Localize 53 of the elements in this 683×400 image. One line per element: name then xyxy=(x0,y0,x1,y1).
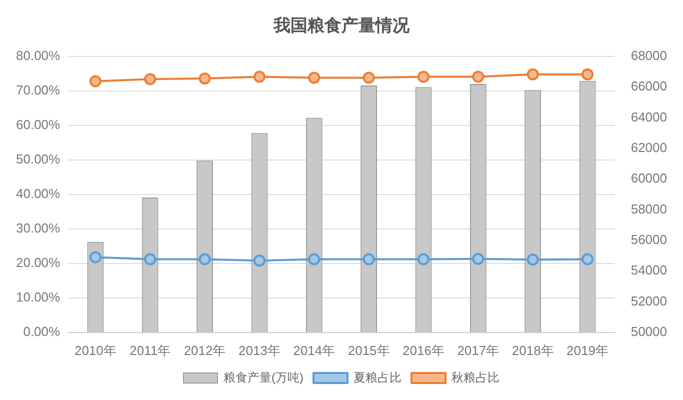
x-tick-label: 2013年 xyxy=(238,342,280,358)
point xyxy=(582,68,594,80)
legend-label: 粮食产量(万吨) xyxy=(224,370,304,384)
x-tick-label: 2018年 xyxy=(512,342,554,358)
point xyxy=(582,253,594,266)
point xyxy=(89,251,102,264)
point xyxy=(472,70,484,83)
point xyxy=(144,73,156,86)
y2-tick-label: 54000 xyxy=(630,262,668,278)
x-tick-label: 2010年 xyxy=(74,342,116,358)
y-tick-label: 10.00% xyxy=(16,289,61,304)
y2-tick-label: 68000 xyxy=(630,48,668,63)
point xyxy=(417,70,430,83)
point xyxy=(362,253,375,266)
point xyxy=(308,72,320,84)
y2-tick-label: 50000 xyxy=(630,324,668,339)
legend-label: 夏粮占比 xyxy=(353,370,402,384)
y-tick-label: 0.00% xyxy=(23,324,61,339)
point xyxy=(253,254,266,267)
y2-tick-label: 52000 xyxy=(630,293,668,308)
y-tick-label: 60.00% xyxy=(16,116,61,132)
y2-tick-label: 56000 xyxy=(630,232,668,247)
point xyxy=(472,252,484,265)
y2-tick-label: 66000 xyxy=(630,78,668,94)
point xyxy=(526,68,539,80)
y-tick-label: 30.00% xyxy=(16,220,61,236)
x-tick-label: 2012年 xyxy=(184,342,226,358)
point xyxy=(198,253,211,266)
y2-tick-label: 64000 xyxy=(630,109,668,124)
point xyxy=(526,254,539,266)
x-tick-label: 2016年 xyxy=(402,342,444,358)
y2-tick-label: 60000 xyxy=(630,170,668,186)
y-tick-label: 70.00% xyxy=(16,82,61,98)
point xyxy=(89,75,102,88)
y-tick-label: 20.00% xyxy=(16,254,61,270)
point xyxy=(362,72,375,84)
x-tick-label: 2019年 xyxy=(566,342,608,358)
legend-label: 秋粮占比 xyxy=(451,370,500,384)
y-tick-label: 80.00% xyxy=(16,48,61,63)
y2-tick-label: 62000 xyxy=(630,140,668,155)
point xyxy=(253,70,266,83)
x-tick-label: 2011年 xyxy=(130,342,171,358)
x-tick-label: 2015年 xyxy=(348,342,390,358)
y-tick-label: 50.00% xyxy=(16,151,61,166)
chart-title: 我国粮食产量情况 xyxy=(272,16,410,35)
point xyxy=(144,253,156,266)
point xyxy=(198,72,211,84)
point xyxy=(308,253,320,266)
y2-tick-label: 58000 xyxy=(630,201,668,216)
y-tick-label: 40.00% xyxy=(16,186,61,201)
x-tick-label: 2014年 xyxy=(293,342,336,358)
x-tick-label: 2017年 xyxy=(457,342,500,358)
point xyxy=(417,253,430,266)
